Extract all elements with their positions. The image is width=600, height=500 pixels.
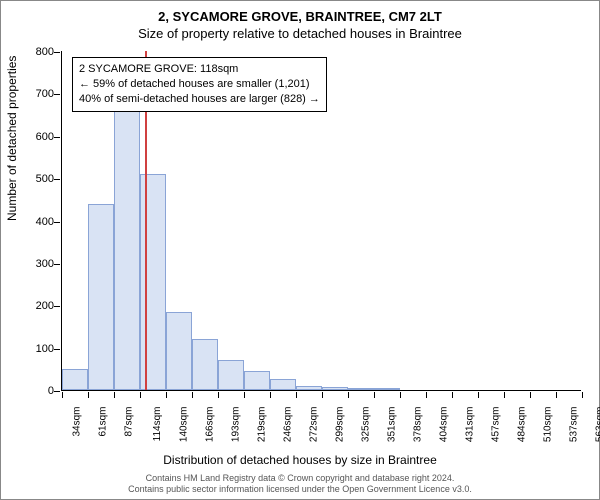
bar [296, 386, 322, 390]
annotation-line3: 40% of semi-detached houses are larger (… [79, 92, 320, 107]
plot-area: 010020030040050060070080034sqm61sqm87sqm… [61, 51, 581, 391]
bar [244, 371, 270, 390]
bar [322, 387, 348, 390]
xtick [244, 392, 245, 398]
bar [88, 204, 114, 390]
xtick-label: 404sqm [438, 407, 449, 443]
xtick-label: 34sqm [72, 407, 83, 437]
bar [374, 388, 400, 390]
xtick [348, 392, 349, 398]
ytick [54, 349, 60, 350]
xtick [166, 392, 167, 398]
xtick [296, 392, 297, 398]
ytick-label: 800 [14, 46, 54, 58]
xtick-label: 325sqm [360, 407, 371, 443]
xtick [114, 392, 115, 398]
xtick [582, 392, 583, 398]
ytick [54, 94, 60, 95]
ytick [54, 52, 60, 53]
ytick-label: 200 [14, 300, 54, 312]
ytick [54, 264, 60, 265]
xtick [400, 392, 401, 398]
bar [348, 388, 374, 390]
bar [192, 339, 218, 390]
xtick-label: 114sqm [152, 407, 163, 442]
footer-attribution: Contains HM Land Registry data © Crown c… [1, 473, 599, 496]
bar [62, 369, 88, 390]
xtick [452, 392, 453, 398]
xtick-label: 457sqm [490, 407, 501, 443]
xtick [322, 392, 323, 398]
ytick-label: 300 [14, 258, 54, 270]
xtick [62, 392, 63, 398]
bar [270, 379, 296, 390]
xtick-label: 299sqm [334, 407, 345, 443]
xtick-label: 166sqm [204, 407, 215, 443]
xtick-label: 484sqm [516, 407, 527, 443]
xtick [478, 392, 479, 398]
bar [218, 360, 244, 390]
xtick [530, 392, 531, 398]
annotation-line2: ← 59% of detached houses are smaller (1,… [79, 77, 320, 92]
page-title-address: 2, SYCAMORE GROVE, BRAINTREE, CM7 2LT [1, 1, 599, 24]
xtick [504, 392, 505, 398]
ytick [54, 222, 60, 223]
xtick-label: 246sqm [282, 407, 293, 443]
page-subtitle: Size of property relative to detached ho… [1, 24, 599, 45]
xtick-label: 378sqm [412, 407, 423, 443]
xtick-label: 219sqm [256, 407, 267, 443]
chart-container: 2, SYCAMORE GROVE, BRAINTREE, CM7 2LT Si… [0, 0, 600, 500]
bar [166, 312, 192, 390]
ytick [54, 179, 60, 180]
ytick-label: 400 [14, 216, 54, 228]
footer-line2: Contains public sector information licen… [1, 484, 599, 495]
x-axis-label: Distribution of detached houses by size … [1, 453, 599, 467]
xtick-label: 87sqm [124, 407, 135, 437]
xtick-label: 61sqm [98, 407, 109, 437]
xtick-label: 431sqm [464, 407, 475, 443]
xtick [140, 392, 141, 398]
xtick [218, 392, 219, 398]
xtick-label: 537sqm [568, 407, 579, 443]
xtick [88, 392, 89, 398]
ytick-label: 600 [14, 131, 54, 143]
annotation-line1: 2 SYCAMORE GROVE: 118sqm [79, 62, 320, 77]
ytick-label: 0 [14, 385, 54, 397]
xtick [556, 392, 557, 398]
xtick-label: 193sqm [230, 407, 241, 443]
xtick-label: 510sqm [542, 407, 553, 443]
xtick [426, 392, 427, 398]
ytick-label: 500 [14, 173, 54, 185]
ytick [54, 306, 60, 307]
xtick-label: 140sqm [178, 407, 189, 443]
annotation-box: 2 SYCAMORE GROVE: 118sqm ← 59% of detach… [72, 57, 327, 112]
xtick [192, 392, 193, 398]
ytick [54, 137, 60, 138]
xtick-label: 272sqm [308, 407, 319, 443]
bar [114, 96, 140, 391]
ytick [54, 391, 60, 392]
xtick [374, 392, 375, 398]
xtick-label: 563sqm [594, 407, 600, 443]
ytick-label: 100 [14, 343, 54, 355]
xtick-label: 351sqm [386, 407, 397, 443]
xtick [270, 392, 271, 398]
ytick-label: 700 [14, 88, 54, 100]
footer-line1: Contains HM Land Registry data © Crown c… [1, 473, 599, 484]
